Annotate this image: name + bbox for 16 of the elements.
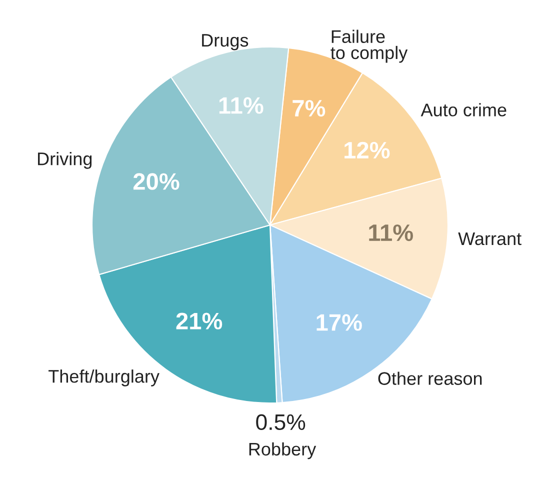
slice-label: Warrant	[458, 232, 522, 246]
slice-label: Robbery	[249, 442, 316, 460]
data-label: 20%	[133, 173, 180, 190]
slice-label: Failure to comply	[330, 30, 408, 63]
data-label: 0.5%	[256, 414, 306, 430]
slice-label: Driving	[38, 152, 92, 169]
data-label: 11%	[369, 224, 413, 242]
slice-label: Drugs	[202, 34, 248, 50]
data-label: 7%	[292, 100, 326, 117]
data-label: 12%	[344, 142, 390, 159]
data-label: 11%	[219, 97, 264, 114]
slice-label: Other reason	[378, 372, 482, 385]
data-label: 17%	[316, 314, 362, 331]
slice-label: Auto crime	[420, 103, 506, 116]
slice-label: Theft/burglary	[48, 370, 160, 386]
data-label: 21%	[176, 312, 222, 330]
